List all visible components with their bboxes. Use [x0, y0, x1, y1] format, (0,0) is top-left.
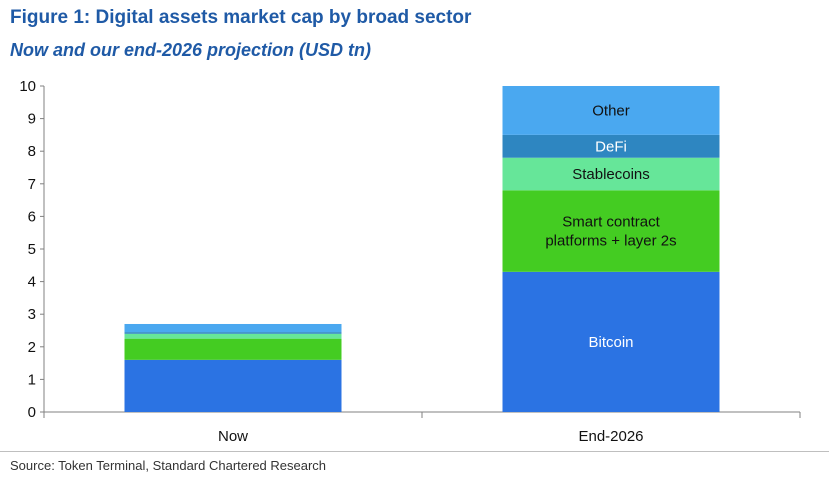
bars: Bitcoin Smart contract platforms + layer 2… — [124, 86, 720, 412]
y-tick-label: 3 — [28, 306, 36, 323]
bar-segment — [124, 332, 342, 334]
source-note: Source: Token Terminal, Standard Charter… — [10, 458, 327, 473]
segment-label: Bitcoin — [588, 334, 633, 351]
y-tick-label: 10 — [19, 78, 36, 95]
bar-segment — [502, 190, 720, 272]
y-tick-label: 9 — [28, 111, 36, 128]
bar-segment — [124, 323, 342, 333]
stacked-bar-chart: 0 1 2 3 4 5 6 7 8 9 10 Now End-2026 Bitcoin Smart co… — [19, 78, 801, 445]
bar-segment — [502, 271, 720, 412]
segment-label: Stablecoins — [572, 166, 650, 183]
y-tick-label: 2 — [28, 339, 36, 356]
bar-segment — [124, 359, 342, 412]
y-tick-label: 5 — [28, 241, 36, 258]
y-tick-label: 4 — [28, 274, 36, 291]
x-category-label: Now — [218, 428, 248, 445]
y-tick-label: 8 — [28, 143, 36, 160]
segment-label: Other — [592, 102, 630, 119]
x-category-label: End-2026 — [578, 428, 643, 445]
y-axis: 0 1 2 3 4 5 6 7 8 9 10 — [19, 78, 45, 421]
bar-segment — [502, 86, 720, 135]
bar-segment — [124, 338, 342, 360]
bar-segment — [124, 333, 342, 339]
bar-segment — [502, 134, 720, 158]
segment-label: platforms + layer 2s — [545, 233, 676, 250]
segment-label: DeFi — [595, 138, 627, 155]
x-axis: Now End-2026 — [43, 411, 801, 445]
y-tick-label: 7 — [28, 176, 36, 193]
bar-segment — [502, 157, 720, 191]
y-tick-label: 6 — [28, 208, 36, 225]
chart-subtitle: Now and our end-2026 projection (USD tn) — [10, 40, 372, 60]
y-tick-label: 0 — [28, 404, 36, 421]
segment-label: Smart contract — [562, 214, 660, 231]
y-tick-label: 1 — [28, 371, 36, 388]
source-divider — [0, 451, 829, 452]
chart-title: Figure 1: Digital assets market cap by b… — [10, 7, 472, 28]
